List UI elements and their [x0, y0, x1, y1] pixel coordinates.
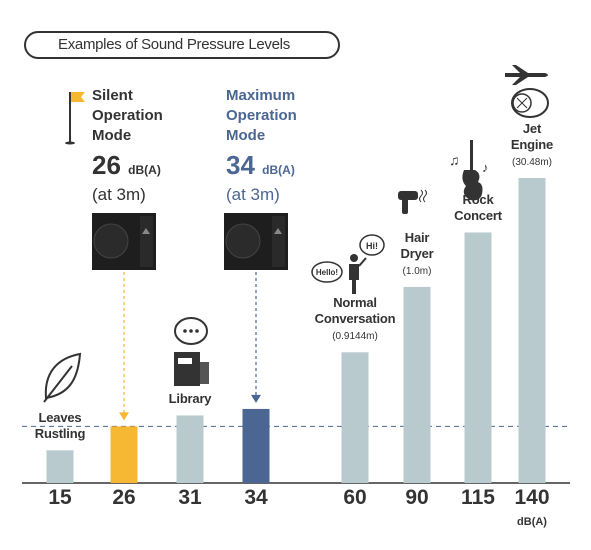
svg-text:♪: ♪: [482, 160, 489, 175]
category-block: Hair Dryer (1.0m): [401, 230, 434, 279]
bar: [176, 415, 204, 483]
mode-label: Maximum Operation Mode: [226, 87, 297, 144]
mode-annotation: Maximum Operation Mode 34 dB(A) (at 3m): [226, 86, 297, 205]
category-block: Rock Concert: [454, 192, 502, 224]
value-label: 90: [405, 486, 429, 509]
mode-unit: dB(A): [262, 163, 295, 177]
distance-label: (1.0m): [402, 265, 432, 277]
category-block: Leaves Rustling: [34, 410, 86, 442]
category-label: Jet Engine: [510, 121, 554, 152]
mode-distance: (at 3m): [92, 185, 146, 204]
hair-dryer-icon: [398, 189, 427, 214]
conversation-icon: Hello! Hi!: [311, 234, 385, 294]
value-label: 15: [48, 486, 72, 509]
unit-label: dB(A): [517, 516, 547, 528]
mode-unit: dB(A): [128, 163, 161, 177]
distance-label: (0.9144m): [332, 331, 378, 343]
svg-text:♫: ♫: [449, 152, 460, 168]
jet-icon: [505, 65, 549, 118]
mode-label: Silent Operation Mode: [92, 87, 163, 144]
flag-icon: [65, 92, 85, 145]
category-label: Library: [168, 391, 212, 407]
bar: [518, 178, 546, 483]
svg-text:Hi!: Hi!: [366, 241, 378, 251]
value-label: 31: [178, 486, 202, 509]
category-label: Rock Concert: [454, 192, 502, 224]
bar: [110, 426, 138, 483]
category-block: Normal Conversation (0.9144m): [315, 295, 396, 344]
bar: [242, 408, 270, 483]
category-block: Jet Engine (30.48m): [511, 121, 553, 170]
value-label: 34: [244, 486, 268, 509]
bar: [403, 286, 431, 483]
mode-level: 26 dB(A): [92, 150, 163, 185]
value-label: 26: [112, 486, 136, 509]
category-block: Library: [169, 391, 212, 407]
svg-text:Hello!: Hello!: [316, 268, 338, 277]
category-label: Leaves Rustling: [34, 410, 86, 442]
category-label: Hair Dryer: [400, 229, 434, 261]
guitar-icon: ♫ ♪: [449, 140, 489, 201]
silent-unit-icon: [92, 213, 156, 270]
value-label: 115: [461, 486, 495, 509]
mode-annotation: Silent Operation Mode 26 dB(A) (at 3m): [92, 86, 163, 205]
chart-title: Examples of Sound Pressure Levels: [24, 31, 340, 59]
mode-distance: (at 3m): [226, 185, 280, 204]
library-icon: [174, 317, 209, 386]
mode-level: 34 dB(A): [226, 150, 297, 185]
mode-value: 34: [226, 150, 255, 180]
leaf-icon: [43, 352, 82, 403]
value-label: 140: [514, 486, 550, 509]
mode-arrowhead: [119, 412, 129, 421]
category-label: Normal Conversation: [314, 295, 396, 327]
max-unit-icon: [224, 213, 288, 270]
mode-arrowhead: [251, 394, 261, 403]
distance-label: (30.48m): [511, 157, 553, 168]
bar: [464, 232, 492, 483]
bar: [46, 450, 74, 483]
mode-value: 26: [92, 150, 121, 180]
bar: [341, 352, 369, 483]
value-label: 60: [343, 486, 367, 509]
